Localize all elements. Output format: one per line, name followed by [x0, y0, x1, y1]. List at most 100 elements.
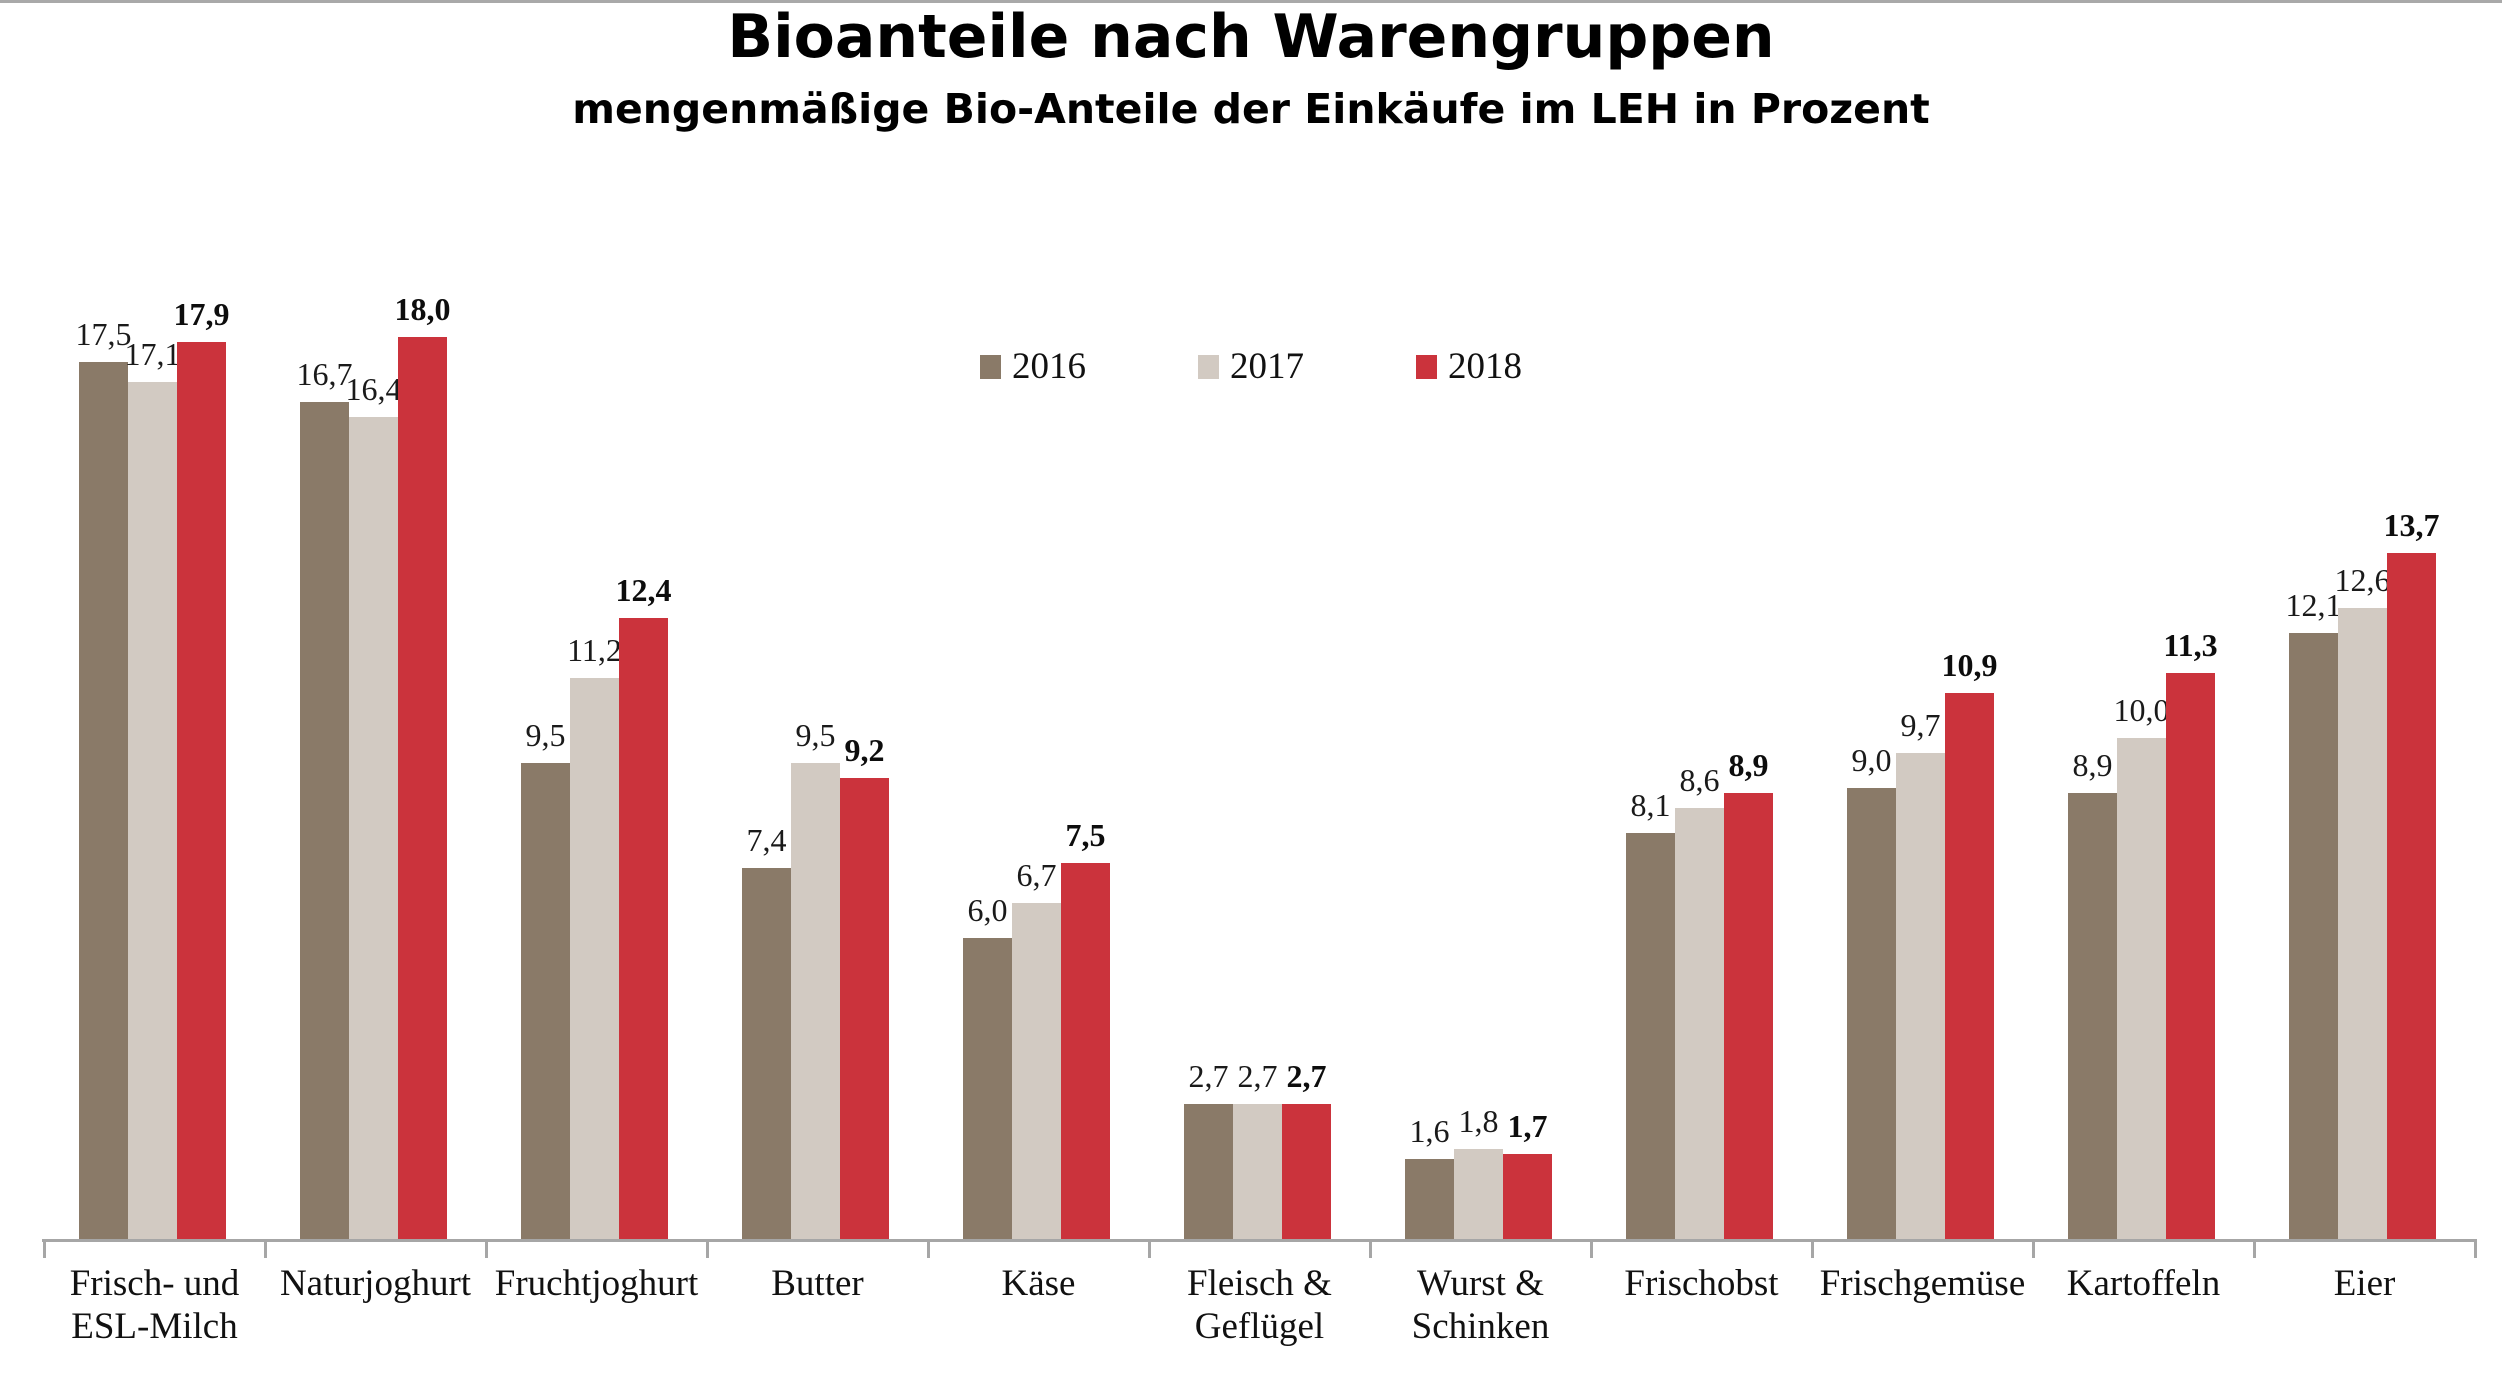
chart-subtitle: mengenmäßige Bio-Anteile der Einkäufe im…: [572, 85, 1930, 133]
category-label-line: Frisch- und: [69, 1263, 240, 1304]
axis-tick-5: [1148, 1240, 1151, 1258]
category-label-line: Naturjoghurt: [279, 1263, 472, 1304]
value-label-2018-8: 8,9: [1728, 747, 1769, 783]
legend-item-2018: 2018: [1416, 348, 1522, 385]
value-label-2016-11: 12,1: [2285, 587, 2342, 623]
bar-2016-8: [1626, 833, 1675, 1239]
value-label-2017-6: 2,7: [1237, 1058, 1278, 1094]
bar-2017-9: [1896, 753, 1945, 1239]
value-label-2016-6: 2,7: [1188, 1058, 1229, 1094]
bar-2018-5: [1061, 863, 1110, 1239]
bar-2016-11: [2289, 633, 2338, 1239]
axis-tick-3: [706, 1240, 709, 1258]
value-label-2017-4: 9,5: [795, 717, 836, 753]
legend-item-2016: 2016: [980, 348, 1086, 385]
value-label-2017-3: 11,2: [567, 632, 622, 668]
axis-tick-0: [43, 1240, 46, 1258]
axis-tick-8: [1811, 1240, 1814, 1258]
legend-label-2016: 2016: [1012, 346, 1086, 387]
category-label-1: Frisch- und ESL-Milch: [44, 1262, 265, 1348]
axis-tick-10: [2253, 1240, 2256, 1258]
value-label-2018-7: 1,7: [1507, 1108, 1548, 1144]
axis-tick-1: [264, 1240, 267, 1258]
bar-2016-1: [79, 362, 128, 1239]
value-label-2017-5: 6,7: [1016, 857, 1057, 893]
category-label-11: Eier: [2254, 1262, 2475, 1305]
bar-2017-7: [1454, 1149, 1503, 1239]
value-label-2018-4: 9,2: [844, 732, 885, 768]
value-label-2016-3: 9,5: [525, 717, 566, 753]
chart-title: Bioanteile nach Warengruppen: [727, 2, 1775, 72]
bar-2017-5: [1012, 903, 1061, 1239]
category-label-line: Fruchtjoghurt: [494, 1263, 699, 1304]
value-label-2018-6: 2,7: [1286, 1058, 1327, 1094]
category-label-line: Fleisch &: [1187, 1263, 1332, 1304]
legend-label-2017: 2017: [1230, 346, 1304, 387]
bar-2017-1: [128, 382, 177, 1239]
category-label-4: Butter: [707, 1262, 928, 1305]
bar-2018-6: [1282, 1104, 1331, 1239]
bar-2017-6: [1233, 1104, 1282, 1239]
category-label-5: Käse: [928, 1262, 1149, 1305]
legend-swatch-icon-2018: [1416, 354, 1437, 379]
bar-2018-7: [1503, 1154, 1552, 1239]
legend-swatch-icon-2017: [1198, 354, 1219, 379]
category-label-10: Kartoffeln: [2033, 1262, 2254, 1305]
value-label-2016-4: 7,4: [746, 822, 787, 858]
bar-2016-3: [521, 763, 570, 1239]
value-label-2017-9: 9,7: [1900, 707, 1941, 743]
value-label-2017-10: 10,0: [2113, 692, 2170, 728]
value-label-2016-1: 17,5: [75, 316, 132, 352]
axis-tick-11: [2474, 1240, 2477, 1258]
category-label-2: Naturjoghurt: [265, 1262, 486, 1305]
legend-swatch-icon-2016: [980, 354, 1001, 379]
bar-2018-9: [1945, 693, 1994, 1239]
category-label-line: Geflügel: [1194, 1306, 1325, 1347]
bar-2018-8: [1724, 793, 1773, 1239]
bar-2018-11: [2387, 553, 2436, 1239]
category-label-line: Butter: [771, 1263, 864, 1304]
value-label-2017-8: 8,6: [1679, 762, 1720, 798]
value-label-2018-5: 7,5: [1065, 817, 1106, 853]
x-axis-line: [42, 1239, 2477, 1242]
category-label-line: Kartoffeln: [2066, 1263, 2221, 1304]
bar-2016-10: [2068, 793, 2117, 1239]
legend-item-2017: 2017: [1198, 348, 1304, 385]
value-label-2016-5: 6,0: [967, 892, 1008, 928]
bar-2018-10: [2166, 673, 2215, 1239]
top-divider: [0, 0, 2502, 3]
category-label-line: Käse: [1001, 1263, 1076, 1304]
category-label-line: Frischgemüse: [1819, 1263, 2026, 1304]
bar-2016-2: [300, 402, 349, 1239]
bar-2017-10: [2117, 738, 2166, 1239]
category-label-7: Wurst & Schinken: [1370, 1262, 1591, 1348]
bar-2017-4: [791, 763, 840, 1239]
value-label-2018-9: 10,9: [1941, 647, 1998, 683]
category-label-line: Eier: [2333, 1263, 2396, 1304]
bar-2016-4: [742, 868, 791, 1239]
bar-2017-3: [570, 678, 619, 1239]
value-label-2016-8: 8,1: [1630, 787, 1671, 823]
value-label-2018-11: 13,7: [2383, 507, 2440, 543]
value-label-2016-2: 16,7: [296, 356, 353, 392]
axis-tick-2: [485, 1240, 488, 1258]
axis-tick-7: [1590, 1240, 1593, 1258]
category-label-line: Wurst &: [1417, 1263, 1544, 1304]
category-label-line: Frischobst: [1624, 1263, 1779, 1304]
category-label-6: Fleisch & Geflügel: [1149, 1262, 1370, 1348]
bar-2018-3: [619, 618, 668, 1239]
bar-2017-8: [1675, 808, 1724, 1239]
bar-2018-1: [177, 342, 226, 1239]
value-label-2016-7: 1,6: [1409, 1113, 1450, 1149]
axis-tick-6: [1369, 1240, 1372, 1258]
axis-tick-9: [2032, 1240, 2035, 1258]
category-label-line: Schinken: [1411, 1306, 1550, 1347]
category-label-8: Frischobst: [1591, 1262, 1812, 1305]
category-label-3: Fruchtjoghurt: [486, 1262, 707, 1305]
bar-2016-9: [1847, 788, 1896, 1239]
value-label-2016-9: 9,0: [1851, 742, 1892, 778]
value-label-2017-11: 12,6: [2334, 562, 2391, 598]
bar-2016-5: [963, 938, 1012, 1239]
